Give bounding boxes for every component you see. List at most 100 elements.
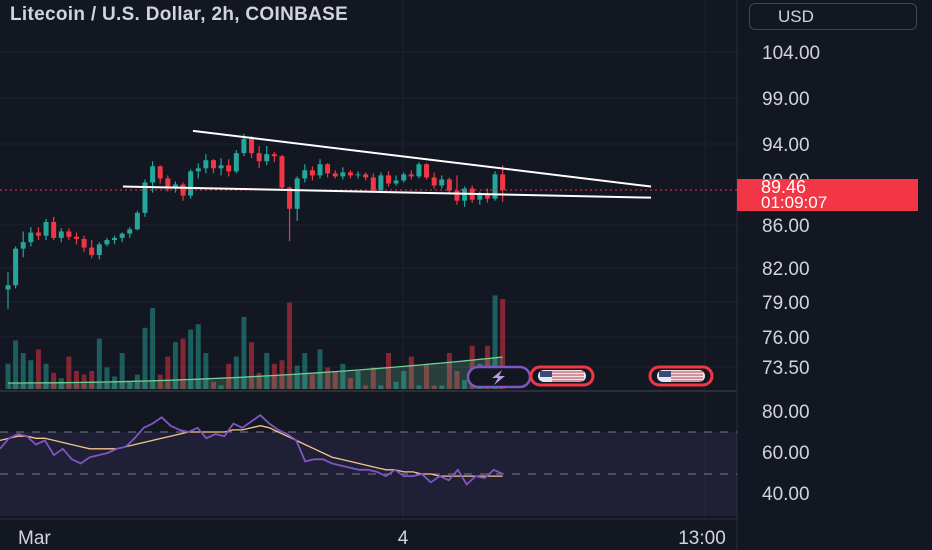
candle[interactable]	[81, 235, 87, 252]
candle[interactable]	[446, 177, 452, 193]
price-tick-label: 76.00	[762, 328, 810, 349]
candle-body	[51, 221, 57, 238]
candle[interactable]	[210, 159, 216, 174]
us-event-marker-2[interactable]	[648, 365, 714, 387]
candle[interactable]	[294, 176, 300, 221]
candle[interactable]	[271, 152, 277, 163]
candle-body	[325, 164, 331, 174]
candle[interactable]	[355, 171, 361, 179]
event-markers[interactable]	[466, 365, 714, 389]
candle[interactable]	[134, 210, 140, 231]
candlestick-series[interactable]	[0, 133, 737, 309]
candle[interactable]	[484, 188, 490, 203]
time-tick-label: 13:00	[678, 528, 726, 549]
candle-body	[279, 156, 285, 188]
volume-bar	[386, 353, 391, 389]
candle[interactable]	[363, 172, 369, 181]
candle[interactable]	[20, 231, 26, 258]
candle[interactable]	[340, 167, 346, 180]
volume-bar	[454, 371, 460, 389]
candle[interactable]	[112, 235, 118, 245]
candle-body	[218, 165, 224, 169]
candle[interactable]	[393, 175, 399, 186]
candle[interactable]	[66, 228, 72, 241]
candle[interactable]	[386, 171, 391, 187]
volume-bar	[188, 329, 194, 389]
candle-body	[241, 138, 247, 154]
volume-bar	[127, 381, 133, 389]
candle[interactable]	[500, 165, 506, 202]
last-price-value: 89.46	[761, 177, 807, 197]
candle-body	[378, 175, 384, 191]
candle[interactable]	[309, 166, 315, 181]
candle[interactable]	[13, 246, 19, 289]
candle-body	[233, 153, 239, 172]
candle[interactable]	[302, 164, 308, 183]
candle[interactable]	[226, 159, 232, 177]
candle-body	[180, 184, 186, 196]
candle[interactable]	[424, 163, 430, 180]
candle[interactable]	[195, 163, 201, 179]
candle[interactable]	[492, 171, 498, 201]
candle[interactable]	[165, 175, 171, 192]
price-axis[interactable]: 104.0099.0094.0090.0086.0082.0079.0076.0…	[762, 43, 820, 505]
candle[interactable]	[256, 146, 262, 169]
candle[interactable]	[408, 170, 414, 180]
candle[interactable]	[127, 227, 133, 238]
candle[interactable]	[332, 170, 338, 179]
candle[interactable]	[439, 175, 445, 189]
lightning-event-marker[interactable]	[466, 365, 532, 389]
candle[interactable]	[416, 162, 422, 179]
candle[interactable]	[203, 154, 209, 174]
candle[interactable]	[180, 182, 186, 201]
candle[interactable]	[218, 158, 224, 176]
lower-trendline[interactable]	[122, 185, 652, 199]
candle[interactable]	[370, 173, 376, 193]
candle-body	[500, 174, 506, 190]
volume-bar	[347, 378, 353, 389]
time-axis[interactable]: Mar 4 13:00	[18, 528, 726, 549]
volume-bar	[408, 356, 414, 389]
candle[interactable]	[378, 172, 384, 192]
candle[interactable]	[431, 172, 437, 189]
volume-bar	[51, 372, 57, 389]
candle[interactable]	[119, 232, 125, 243]
candle[interactable]	[401, 172, 407, 183]
volume-bar	[73, 371, 79, 389]
upper-trendline[interactable]	[192, 129, 652, 188]
candle[interactable]	[96, 242, 102, 260]
candle[interactable]	[325, 163, 331, 178]
volume-bar	[309, 374, 315, 389]
candle-body	[226, 165, 232, 172]
candle[interactable]	[249, 135, 255, 159]
candle[interactable]	[51, 216, 57, 241]
candle[interactable]	[58, 228, 64, 243]
candle[interactable]	[104, 237, 110, 247]
triangle-trendlines[interactable]	[122, 129, 652, 199]
candle[interactable]	[233, 150, 239, 174]
candle[interactable]	[157, 165, 163, 184]
time-tick-label: 4	[398, 528, 409, 549]
candle[interactable]	[287, 186, 293, 242]
volume-bar	[226, 363, 232, 389]
chart-title: Litecoin / U.S. Dollar, 2h, COINBASE	[10, 4, 349, 25]
candle[interactable]	[5, 272, 11, 309]
candle[interactable]	[35, 227, 41, 241]
candle[interactable]	[142, 179, 148, 217]
currency-button[interactable]: USD	[749, 3, 917, 30]
candle[interactable]	[43, 218, 49, 241]
candle-body	[119, 233, 125, 238]
candle[interactable]	[347, 170, 353, 179]
candle[interactable]	[73, 232, 79, 245]
candle[interactable]	[188, 169, 194, 199]
candle-body	[347, 172, 353, 176]
us-event-marker-1[interactable]	[529, 365, 595, 387]
candle[interactable]	[317, 159, 323, 179]
candle-body	[188, 171, 194, 196]
candle[interactable]	[264, 146, 270, 166]
candle[interactable]	[89, 240, 95, 259]
candle[interactable]	[279, 155, 285, 191]
candle-body	[363, 174, 369, 178]
candle[interactable]	[28, 227, 34, 247]
